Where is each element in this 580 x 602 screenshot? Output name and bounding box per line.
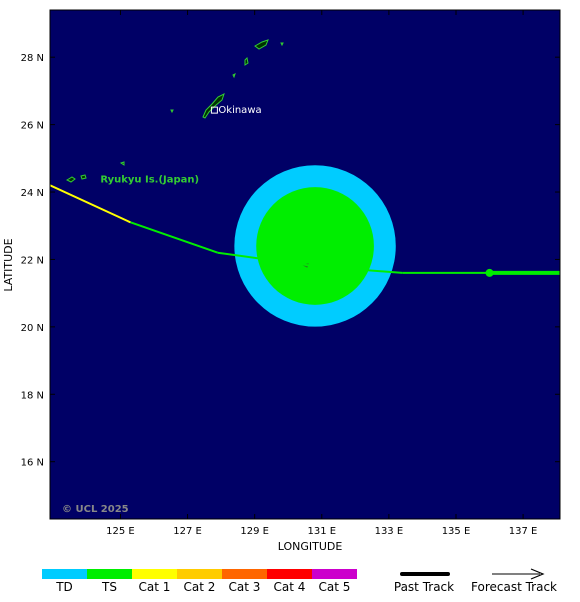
lat-tick-label: 22 N	[21, 255, 44, 266]
legend-category-label: Cat 2	[184, 580, 216, 594]
lat-tick-label: 24 N	[21, 188, 44, 199]
longitude-ticks: 125 E 127 E 129 E 131 E 133 E 135 E 137 E	[106, 10, 537, 537]
copyright-text: © UCL 2025	[62, 504, 129, 515]
place-labels: Okinawa Ryukyu Is.(Japan)	[100, 105, 261, 185]
island-ishigaki	[65, 176, 76, 183]
x-axis-label: LONGITUDE	[278, 540, 343, 553]
legend-category-label: TS	[101, 580, 117, 594]
latitude-ticks: 16 N 18 N 20 N 22 N 24 N 26 N 28 N	[21, 53, 560, 469]
place-label: Okinawa	[210, 105, 262, 116]
island-tokunoshima	[244, 56, 249, 66]
island-coastlines	[65, 39, 284, 183]
legend-category-label: Cat 5	[319, 580, 351, 594]
intensity-legend-bar	[42, 569, 357, 579]
forecast-track-label: Forecast Track	[471, 580, 557, 594]
lat-tick-label: 20 N	[21, 323, 44, 334]
island-okinoerabu	[232, 73, 236, 79]
lon-tick-label: 131 E	[307, 526, 336, 537]
island-miyako	[119, 161, 125, 166]
lon-tick-label: 127 E	[173, 526, 202, 537]
lat-tick-label: 28 N	[21, 53, 44, 64]
track-segment	[217, 251, 316, 268]
lat-tick-label: 16 N	[21, 458, 44, 469]
legend-swatch	[222, 569, 267, 579]
lat-tick-label: 18 N	[21, 390, 44, 401]
city-marker	[210, 106, 218, 114]
past-track-label: Past Track	[394, 580, 454, 594]
place-name: Okinawa	[218, 105, 261, 116]
track-segment	[314, 265, 403, 274]
legend-swatch	[312, 569, 357, 579]
legend-swatch	[267, 569, 312, 579]
track-segment	[130, 221, 219, 254]
place-name: Ryukyu Is.(Japan)	[100, 175, 199, 186]
island-kume	[170, 109, 174, 114]
island-okinawa-main	[202, 93, 225, 119]
lon-tick-label: 133 E	[375, 526, 404, 537]
past-track	[50, 184, 560, 275]
lat-tick-label: 26 N	[21, 121, 44, 132]
lon-tick-label: 129 E	[240, 526, 269, 537]
forecast-track-symbol	[492, 568, 545, 580]
legend-category-label: Cat 3	[229, 580, 261, 594]
place-label: Ryukyu Is.(Japan)	[100, 175, 199, 186]
intensity-legend-labels: TD TS Cat 1 Cat 2 Cat 3 Cat 4 Cat 5	[55, 580, 350, 594]
lon-tick-label: 125 E	[106, 526, 135, 537]
track-segment	[50, 184, 131, 224]
current-storm-position	[485, 268, 494, 277]
island-small-1	[280, 42, 284, 47]
legend-swatch	[132, 569, 177, 579]
island-amami	[254, 39, 269, 50]
lon-tick-label: 135 E	[442, 526, 471, 537]
island-iriomote	[80, 174, 87, 180]
lon-tick-label: 137 E	[509, 526, 538, 537]
legend-swatch	[177, 569, 222, 579]
tropical-storm-wind-radius	[256, 187, 374, 305]
legend-category-label: Cat 1	[139, 580, 171, 594]
legend-category-label: Cat 4	[274, 580, 306, 594]
legend-swatch	[42, 569, 87, 579]
map-frame	[49, 9, 561, 520]
y-axis-label: LATITUDE	[2, 238, 15, 291]
legend-category-label: TD	[55, 580, 73, 594]
legend-swatch	[87, 569, 132, 579]
